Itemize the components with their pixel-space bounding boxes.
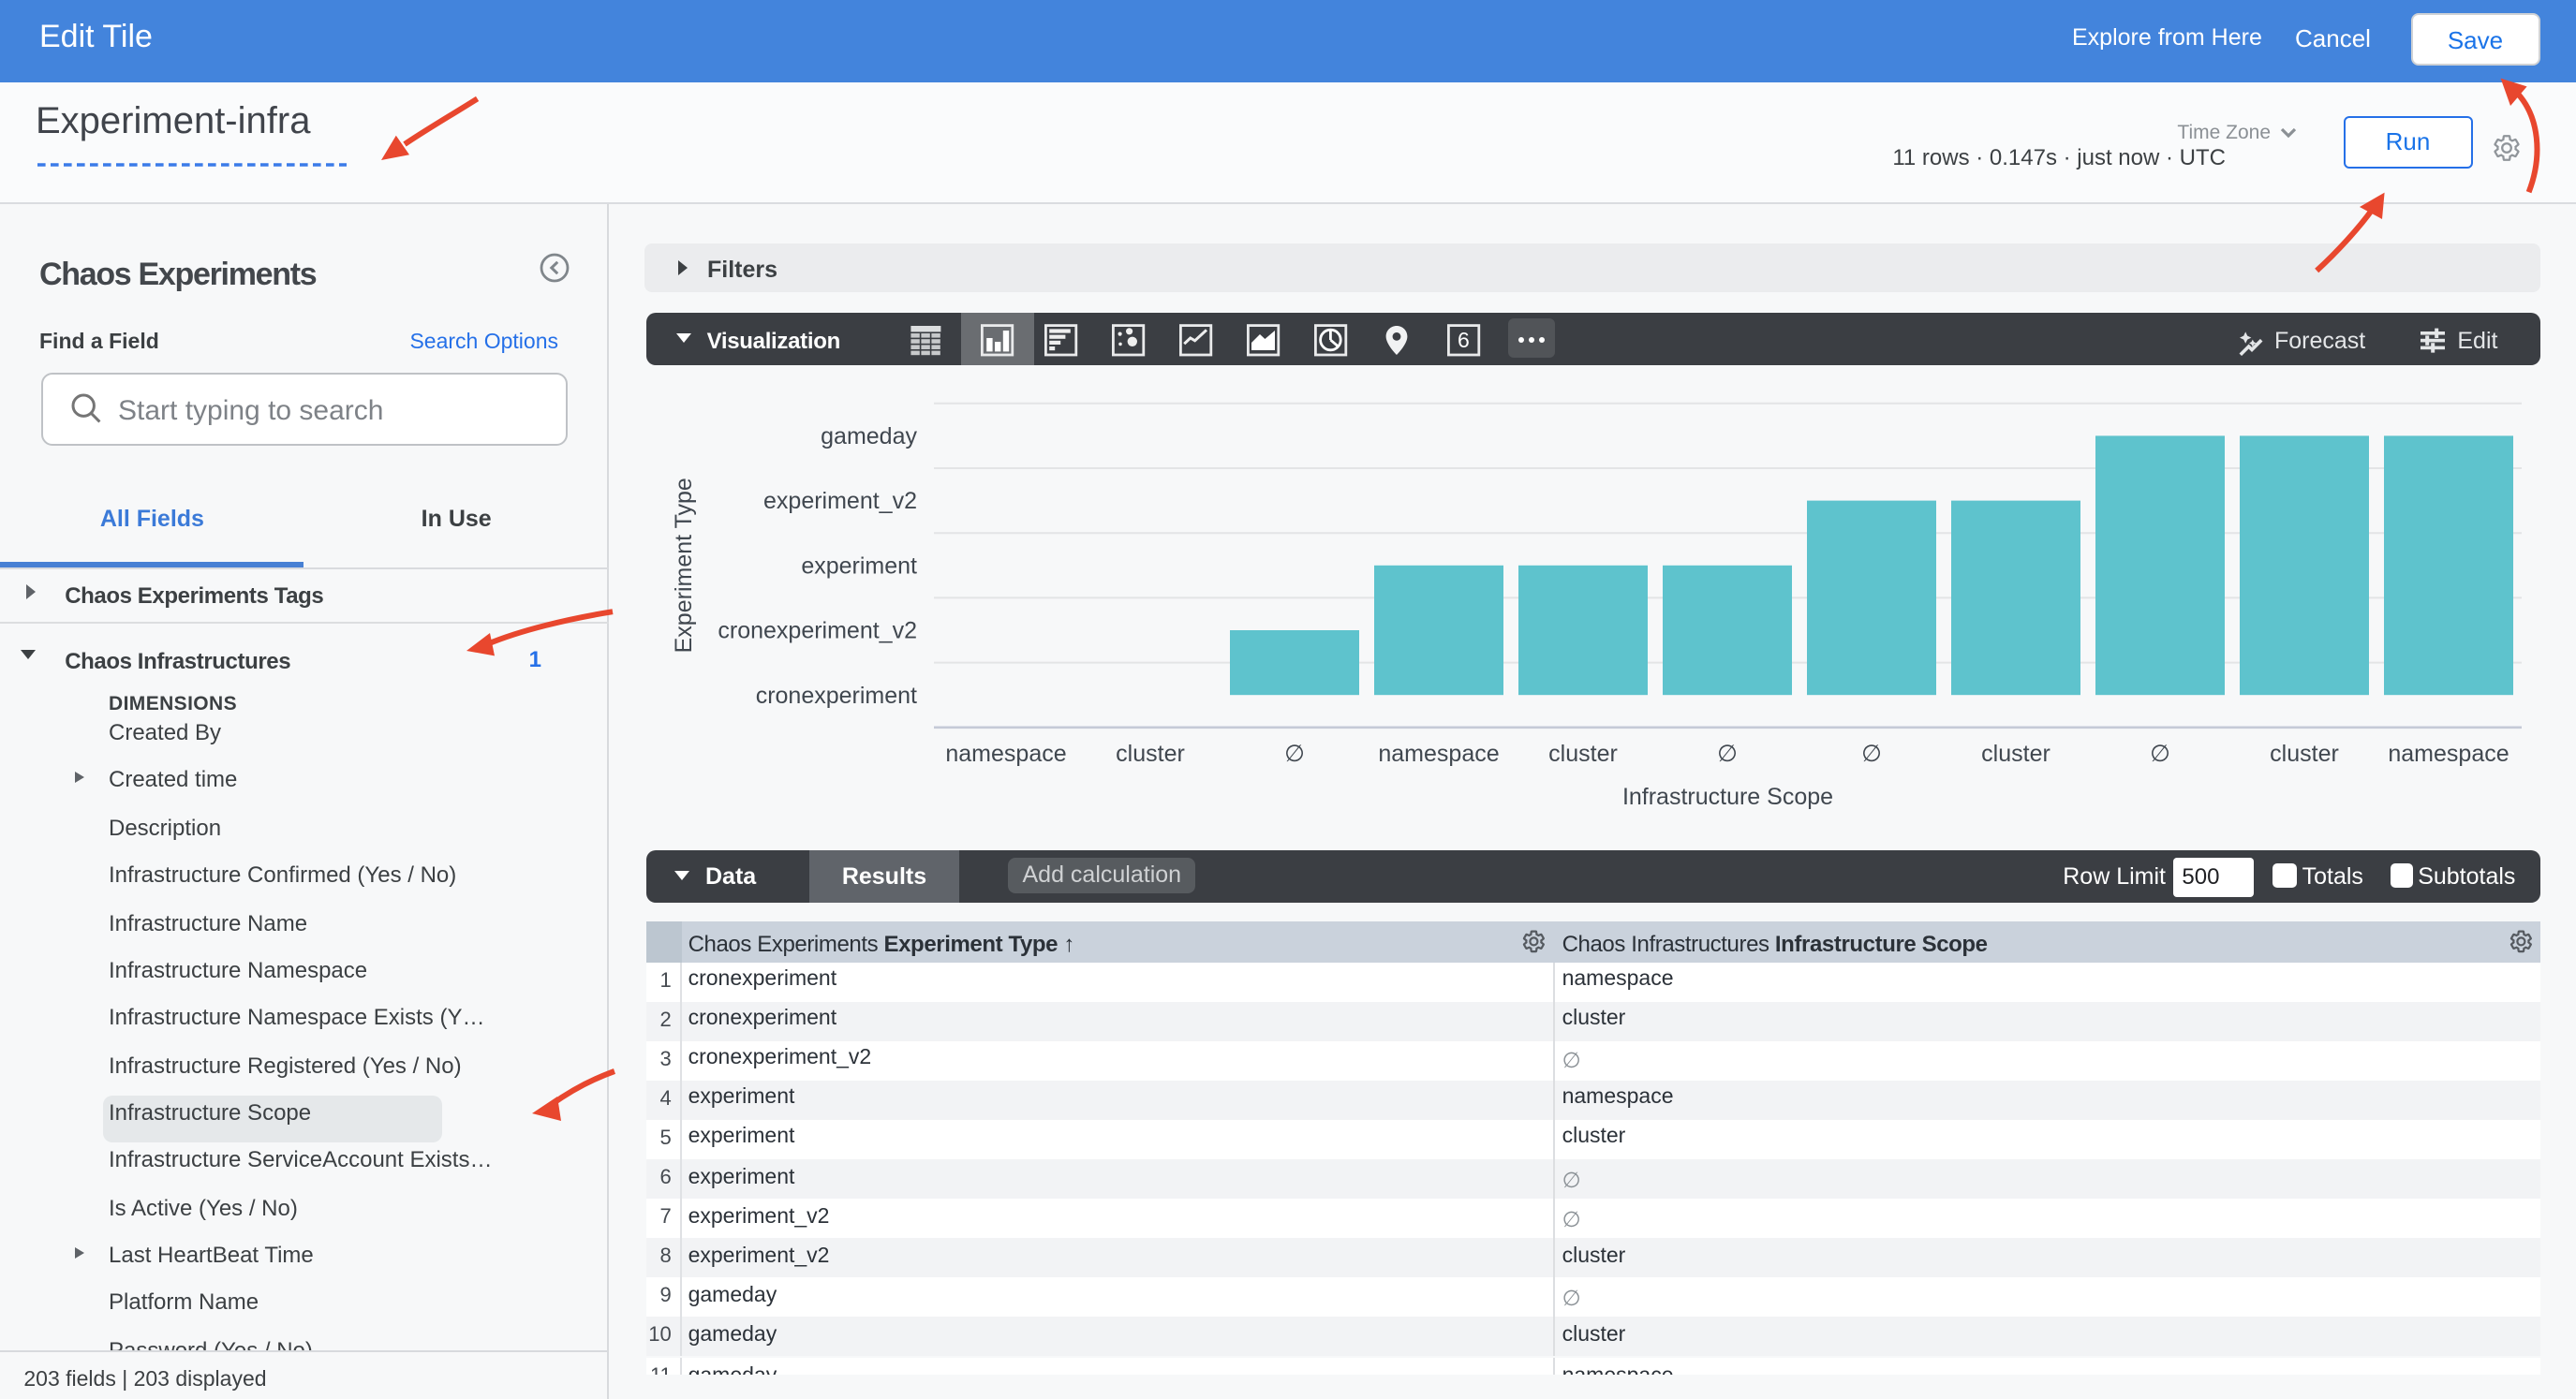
svg-text:cronexperiment: cronexperiment — [756, 683, 917, 709]
svg-text:experiment: experiment — [801, 552, 917, 579]
svg-text:∅: ∅ — [2150, 741, 2170, 767]
svg-text:∅: ∅ — [1861, 741, 1882, 767]
svg-text:namespace: namespace — [945, 741, 1066, 767]
svg-text:gameday: gameday — [821, 423, 917, 449]
svg-text:∅: ∅ — [1284, 741, 1305, 767]
svg-text:6: 6 — [1458, 328, 1470, 352]
svg-text:Infrastructure Scope: Infrastructure Scope — [1622, 784, 1833, 810]
svg-text:namespace: namespace — [2388, 741, 2509, 767]
svg-text:cluster: cluster — [1548, 741, 1618, 767]
svg-text:cluster: cluster — [1116, 741, 1185, 767]
svg-text:experiment_v2: experiment_v2 — [763, 488, 917, 514]
svg-text:cluster: cluster — [1981, 741, 2050, 767]
svg-text:cronexperiment_v2: cronexperiment_v2 — [718, 618, 917, 644]
svg-text:Experiment Type: Experiment Type — [671, 478, 697, 653]
svg-text:cluster: cluster — [2270, 741, 2339, 767]
svg-text:namespace: namespace — [1378, 741, 1499, 767]
svg-text:∅: ∅ — [1717, 741, 1738, 767]
